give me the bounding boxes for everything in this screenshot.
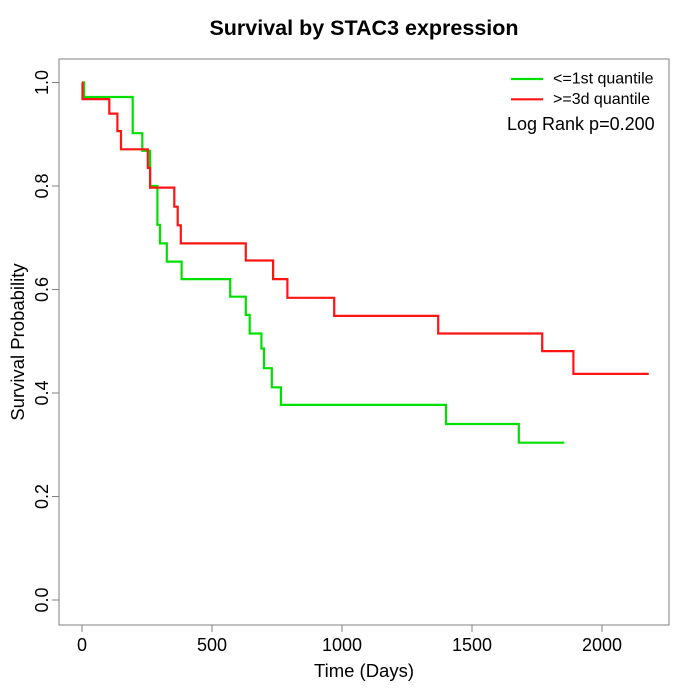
y-tick-label: 0.8: [32, 173, 52, 198]
y-tick-label: 0.0: [32, 587, 52, 612]
chart-title: Survival by STAC3 expression: [209, 16, 518, 40]
x-tick-label: 2000: [582, 635, 622, 655]
plot-border: [58, 58, 670, 626]
y-axis-label: Survival Probability: [7, 263, 28, 421]
x-tick-label: 0: [77, 635, 87, 655]
km-curve-third-quantile: [81, 81, 649, 375]
logrank-annotation: Log Rank p=0.200: [507, 114, 655, 134]
x-tick-label: 1500: [452, 635, 492, 655]
y-tick-label: 0.4: [32, 380, 52, 405]
y-tick-label: 0.2: [32, 484, 52, 509]
legend-label-third-quantile: >=3d quantile: [553, 91, 650, 108]
y-tick-label: 0.6: [32, 277, 52, 302]
x-tick-label: 1000: [322, 635, 362, 655]
x-axis-label: Time (Days): [314, 660, 414, 681]
legend-label-first-quantile: <=1st quantile: [553, 71, 654, 88]
x-tick-label: 500: [197, 635, 227, 655]
km-curve-first-quantile: [82, 81, 565, 444]
y-tick-label: 1.0: [32, 70, 52, 95]
